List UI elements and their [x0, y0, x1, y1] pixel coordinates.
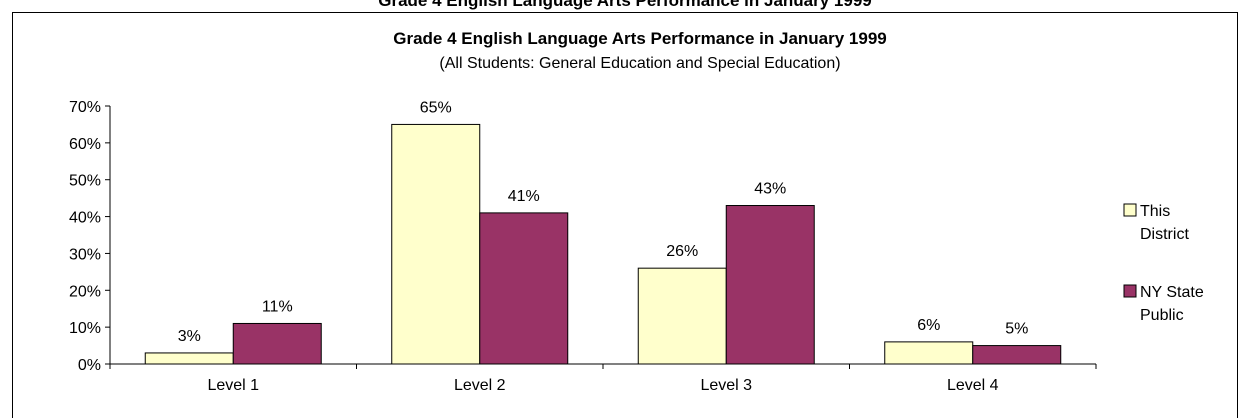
data-label: 3% — [178, 328, 201, 345]
x-tick-label: Level 4 — [947, 377, 999, 394]
legend-swatch — [1123, 284, 1137, 298]
bar — [232, 322, 322, 365]
top-title-text: Grade 4 English Language Arts Performanc… — [378, 0, 872, 10]
data-label: 11% — [262, 298, 293, 315]
data-label: 26% — [666, 243, 698, 260]
bar — [884, 341, 974, 365]
data-label: 41% — [508, 188, 540, 205]
x-tick-label: Level 1 — [207, 377, 259, 394]
legend-label: This — [1140, 203, 1170, 220]
legend: This District NY State Public — [1123, 203, 1204, 324]
data-label: 5% — [1005, 321, 1028, 338]
legend-label: District — [1140, 226, 1189, 243]
data-label: 43% — [754, 181, 786, 198]
data-label: 6% — [917, 317, 940, 334]
chart-title: Grade 4 English Language Arts Performanc… — [393, 29, 887, 48]
bar — [479, 212, 569, 365]
bar — [972, 345, 1062, 365]
legend-swatch — [1123, 203, 1137, 217]
y-tick-label: 30% — [69, 246, 101, 263]
y-tick-label: 40% — [69, 210, 101, 227]
legend-label: Public — [1140, 307, 1184, 324]
y-tick-label: 50% — [69, 173, 101, 190]
y-tick-label: 20% — [69, 283, 101, 300]
bar — [144, 352, 234, 365]
chart-frame — [12, 12, 1238, 418]
bar — [391, 123, 481, 365]
axes: 0% 10% 20% 30% 40% 50% 60% 70% Level 1 Level 2 Lev… — [69, 99, 1097, 394]
data-label: 65% — [420, 99, 452, 116]
legend-label: NY State — [1140, 284, 1204, 301]
top-title-clipped: Grade 4 English Language Arts Performanc… — [0, 0, 1250, 12]
bars: 3% 11% 65% 41% 26% 43% 6% 5% — [144, 99, 1062, 365]
y-tick-label: 10% — [69, 320, 101, 337]
bar — [725, 205, 815, 365]
y-tick-label: 0% — [78, 357, 101, 374]
x-tick-label: Level 2 — [454, 377, 506, 394]
x-tick-label: Level 3 — [700, 377, 752, 394]
chart-subtitle: (All Students: General Education and Spe… — [439, 55, 840, 72]
bar — [637, 267, 727, 365]
y-tick-label: 70% — [69, 99, 101, 116]
y-tick-label: 60% — [69, 136, 101, 153]
